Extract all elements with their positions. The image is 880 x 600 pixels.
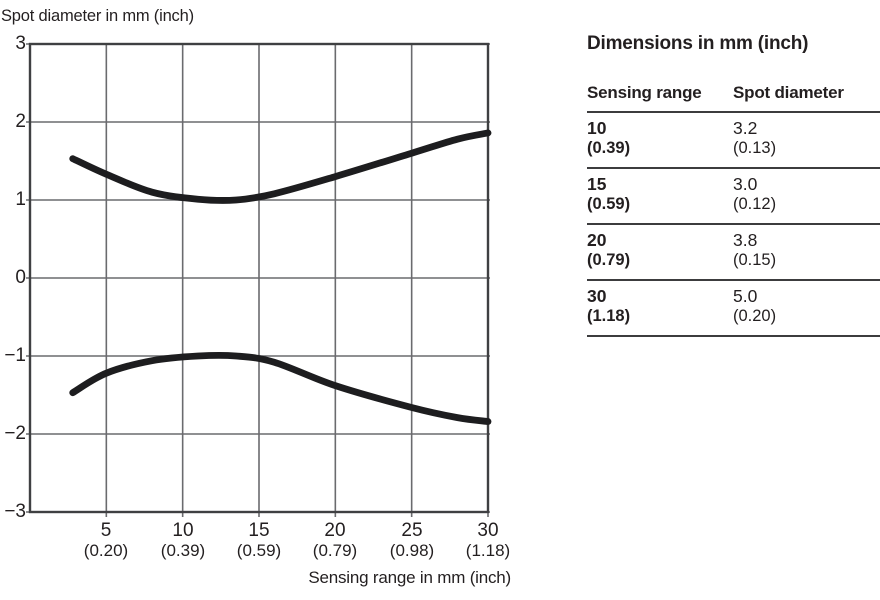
x-tick-inch: (0.59) (236, 541, 282, 560)
y-axis-title: Spot diameter in mm (inch) (1, 7, 194, 25)
value-mm: 15 (587, 174, 607, 194)
table-row: 15 (0.59) 3.0 (0.12) (587, 169, 880, 225)
spot-diameter-chart (26, 42, 492, 517)
value-inch: (0.39) (587, 139, 631, 157)
x-tick-inch: (1.18) (465, 541, 511, 560)
value-inch: (0.15) (733, 251, 777, 269)
value-inch: (0.13) (733, 139, 777, 157)
sensing-range-cell: 15 (0.59) (587, 174, 733, 214)
x-tick-label: 20 (0.79) (313, 520, 357, 560)
x-tick-mm: 15 (248, 520, 270, 541)
x-tick-label: 5 (0.20) (84, 520, 128, 560)
value-mm: 30 (587, 286, 607, 306)
x-tick-inch: (0.79) (312, 541, 358, 560)
value-mm: 10 (587, 118, 607, 138)
y-tick-label: −2 (4, 423, 26, 444)
x-tick-inch: (0.98) (389, 541, 435, 560)
x-tick-mm: 10 (172, 520, 194, 541)
x-tick-inch: (0.20) (83, 541, 129, 560)
value-mm: 3.2 (733, 118, 758, 138)
y-tick-label: 1 (15, 189, 26, 210)
y-tick-label: 2 (15, 111, 26, 132)
value-mm: 5.0 (733, 286, 758, 306)
value-mm: 3.0 (733, 174, 758, 194)
x-tick-mm: 20 (324, 520, 346, 541)
column-header-sensing-range: Sensing range (587, 83, 702, 102)
spot-diameter-cell: 3.0 (0.12) (733, 174, 880, 214)
x-tick-label: 30 (1.18) (466, 520, 510, 560)
value-inch: (0.79) (587, 251, 631, 269)
dimensions-panel: Dimensions in mm (inch) Sensing range Sp… (587, 33, 880, 337)
sensing-range-cell: 20 (0.79) (587, 230, 733, 270)
y-tick-label: −3 (4, 501, 26, 522)
sensing-range-cell: 30 (1.18) (587, 286, 733, 326)
dimensions-table: Sensing range Spot diameter 10 (0.39) 3.… (587, 83, 880, 337)
plot-border (28, 42, 490, 514)
spot-diameter-cell: 3.2 (0.13) (733, 118, 880, 158)
table-row: 10 (0.39) 3.2 (0.13) (587, 113, 880, 169)
dimensions-title: Dimensions in mm (inch) (587, 33, 809, 54)
value-inch: (0.59) (587, 195, 631, 213)
spot-diameter-cell: 5.0 (0.20) (733, 286, 880, 326)
x-tick-label: 25 (0.98) (390, 520, 434, 560)
spot-diameter-cell: 3.8 (0.15) (733, 230, 880, 270)
x-tick-mm: 25 (401, 520, 423, 541)
table-row: 20 (0.79) 3.8 (0.15) (587, 225, 880, 281)
table-row: 30 (1.18) 5.0 (0.20) (587, 281, 880, 337)
x-tick-mm: 30 (477, 520, 499, 541)
lower-tolerance-curve (69, 351, 492, 425)
column-header-spot-diameter: Spot diameter (733, 83, 844, 102)
value-mm: 3.8 (733, 230, 758, 250)
x-tick-label: 10 (0.39) (161, 520, 205, 560)
upper-tolerance-curve (69, 129, 492, 204)
x-tick-label: 15 (0.59) (237, 520, 281, 560)
value-inch: (0.20) (733, 307, 777, 325)
table-header-row: Sensing range Spot diameter (587, 83, 880, 113)
x-tick-mm: 5 (100, 520, 112, 541)
x-axis-title: Sensing range in mm (inch) (308, 568, 511, 587)
y-tick-label: 0 (15, 267, 26, 288)
value-inch: (0.12) (733, 195, 777, 213)
x-tick-inch: (0.39) (160, 541, 206, 560)
value-mm: 20 (587, 230, 607, 250)
y-tick-label: −1 (4, 345, 26, 366)
y-tick-label: 3 (15, 33, 26, 54)
sensing-range-cell: 10 (0.39) (587, 118, 733, 158)
value-inch: (1.18) (587, 307, 631, 325)
